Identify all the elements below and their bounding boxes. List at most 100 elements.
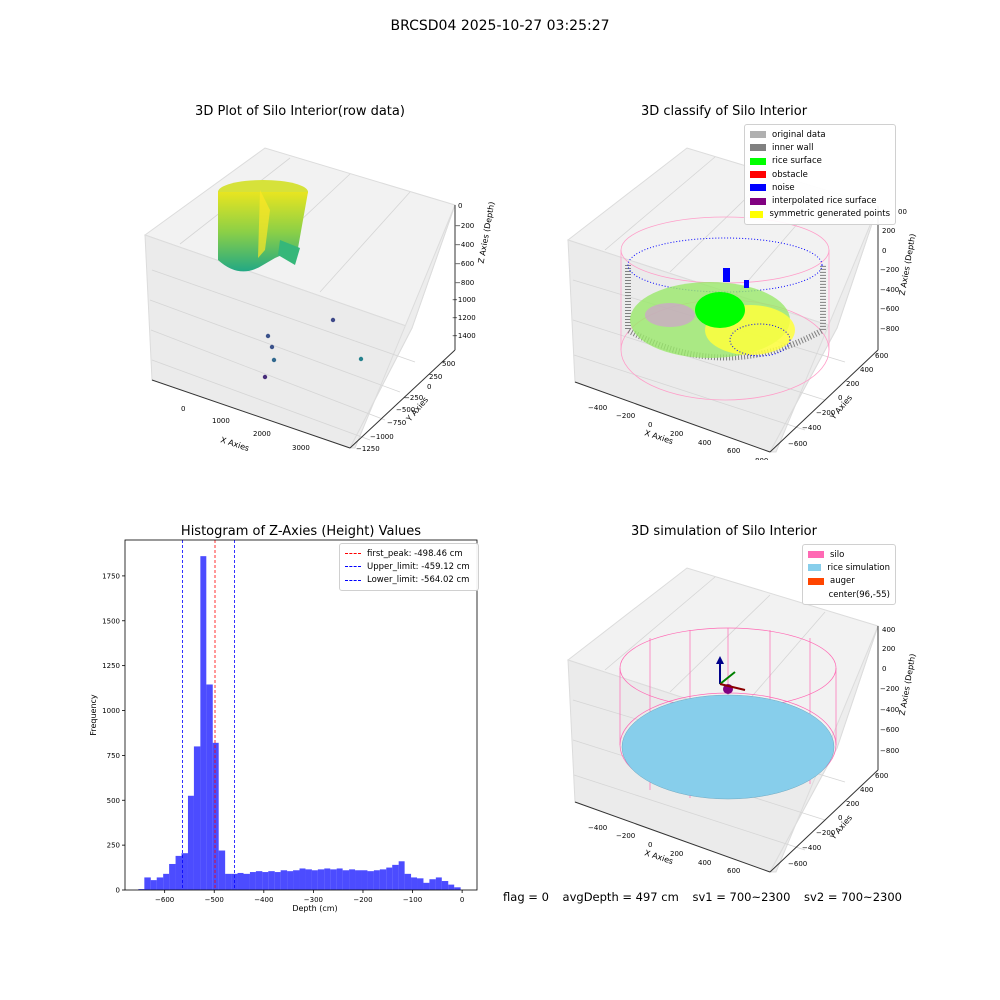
simulation-z-tick: 200 <box>882 645 895 653</box>
simulation-y-tick: 0 <box>838 814 842 822</box>
legend-line-swatch <box>345 579 361 581</box>
legend-entry: inner wall <box>750 141 890 154</box>
simulation-legend: silo rice simulation auger center(96,-55… <box>802 544 896 606</box>
legend-label: Lower_limit: -564.02 cm <box>367 575 470 586</box>
histogram-bar <box>274 872 281 890</box>
histogram-bar <box>243 873 250 890</box>
x-tick-label: −500 <box>205 896 224 904</box>
classify-z-axis-label: Z Axies (Depth) <box>898 233 918 296</box>
simulation-x-tick: −200 <box>616 832 635 840</box>
legend-label: original data <box>772 129 826 140</box>
legend-swatch <box>750 144 766 152</box>
classify-y-tick: 0 <box>838 394 842 402</box>
histogram-plot-frame <box>124 539 478 891</box>
legend-label: rice simulation <box>827 562 890 573</box>
histogram-bar <box>169 863 176 890</box>
classify-x-tick: −200 <box>616 412 635 420</box>
simulation-y-tick: −200 <box>816 829 835 837</box>
classify-z-tick: −400 <box>880 286 899 294</box>
x-tick-label: −200 <box>353 896 372 904</box>
histogram-title: Histogram of Z-Axies (Height) Values <box>180 524 422 539</box>
simulation-x-tick: 200 <box>670 850 683 858</box>
raw-z-tick: −200 <box>455 222 474 230</box>
simulation-x-tick: 600 <box>727 867 740 875</box>
histogram-bar <box>441 881 449 890</box>
simulation-y-tick: 200 <box>846 800 859 808</box>
simulation-y-tick: 600 <box>875 772 888 780</box>
histogram-bar <box>342 870 350 890</box>
classify-y-tick: −400 <box>802 424 821 432</box>
y-tick-label: 1250 <box>102 662 120 670</box>
histogram-bar <box>417 878 424 890</box>
raw-x-tick-labels: 0 1000 2000 3000 <box>181 405 310 452</box>
legend-entry: symmetric generated points <box>750 208 890 221</box>
legend-entry: silo <box>808 548 890 561</box>
raw-outlier-points <box>262 317 364 380</box>
legend-entry: original data <box>750 128 890 141</box>
classify-y-tick: −200 <box>816 409 835 417</box>
raw-x-tick: 3000 <box>292 444 310 452</box>
auger-marker <box>716 656 746 694</box>
classify-z-tick-partial: 00 <box>898 208 907 216</box>
classify-plot-title: 3D classify of Silo Interior <box>640 104 808 119</box>
legend-label: interpolated rice surface <box>772 196 877 207</box>
raw-point-cloud <box>218 180 308 272</box>
histogram-bar <box>193 746 201 890</box>
raw-y-tick: 500 <box>442 360 455 368</box>
legend-swatch <box>808 551 824 559</box>
classify-x-tick: −400 <box>588 404 607 412</box>
y-tick-label: 500 <box>107 797 120 805</box>
histogram-chart: −600 −500 −400 −300 −200 −100 0 0 250 500 750 1000… <box>89 539 478 913</box>
raw-x-tick: 0 <box>181 405 185 413</box>
flag-status: flag = 0 <box>503 890 549 904</box>
raw-z-tick: 0 <box>458 202 462 210</box>
raw-y-tick: −1250 <box>356 445 380 453</box>
histogram-bar <box>367 871 374 890</box>
legend-label: noise <box>772 182 795 193</box>
legend-entry: auger <box>808 575 890 588</box>
classify-y-tick: 400 <box>860 366 873 374</box>
classify-legend: original data inner wall rice surface ob… <box>744 124 896 226</box>
x-tick-label: −100 <box>403 896 422 904</box>
histogram-bar <box>398 861 405 890</box>
raw-x-tick: 1000 <box>212 417 230 425</box>
histogram-bar <box>206 684 213 890</box>
legend-entry: rice surface <box>750 155 890 168</box>
legend-label: rice surface <box>772 156 822 167</box>
legend-entry: Upper_limit: -459.12 cm <box>345 560 473 573</box>
raw-z-tick-labels: 0 −200 −400 −600 −800 −1000 −1200 −1400 <box>452 202 476 340</box>
histogram-bar <box>386 867 393 890</box>
raw-y-tick: −1000 <box>370 433 394 441</box>
legend-label: Upper_limit: -459.12 cm <box>367 561 470 572</box>
simulation-3d-plot: −400 −200 0 200 400 600 X Axies 600 400 … <box>566 567 917 875</box>
raw-z-tick: −1400 <box>452 332 476 340</box>
legend-line-swatch <box>345 553 361 555</box>
histogram-bar <box>293 870 300 890</box>
simulation-x-tick: 0 <box>648 841 652 849</box>
simulation-z-tick: −200 <box>880 685 899 693</box>
legend-swatch <box>750 157 766 165</box>
histogram-bar <box>249 872 256 890</box>
histogram-bar <box>262 872 269 890</box>
raw-y-tick-labels: 500 250 0 −250 −500 −750 −1000 −1250 <box>356 360 455 453</box>
raw-z-tick: −1200 <box>452 314 476 322</box>
raw-y-tick: −250 <box>404 394 423 402</box>
simulation-plot-title: 3D simulation of Silo Interior <box>631 524 817 539</box>
legend-swatch <box>750 184 766 192</box>
y-tick-label: 1000 <box>102 707 120 715</box>
histogram-bar <box>379 869 387 890</box>
simulation-z-tick: 400 <box>882 626 895 634</box>
simulation-x-tick: −400 <box>588 824 607 832</box>
classify-x-tick-labels: −400 −200 0 200 400 600 800 <box>588 404 768 460</box>
histogram-bar <box>435 877 442 890</box>
legend-line-swatch <box>345 566 361 568</box>
simulation-z-tick: −800 <box>880 747 899 755</box>
histogram-bar <box>163 873 170 890</box>
avg-depth-status: avgDepth = 497 cm <box>562 890 679 904</box>
classify-x-tick: 600 <box>727 447 740 455</box>
legend-swatch <box>808 577 824 585</box>
histogram-bar <box>423 882 430 890</box>
histogram-reference-lines <box>182 540 235 890</box>
legend-label: center(96,-55) <box>828 589 890 600</box>
sv2-status: sv2 = 700~2300 <box>804 890 902 904</box>
